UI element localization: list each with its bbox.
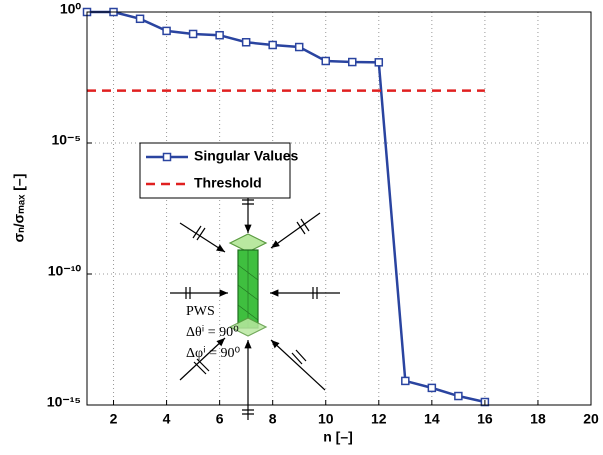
x-tick-label: 14 xyxy=(424,411,440,427)
x-tick-label: 6 xyxy=(216,411,224,427)
marker xyxy=(374,58,384,67)
x-tick-label: 8 xyxy=(269,411,277,427)
illustration xyxy=(170,190,340,420)
marker xyxy=(454,391,463,401)
x-tick-label: 18 xyxy=(530,411,546,427)
marker xyxy=(294,42,304,52)
marker xyxy=(215,30,224,40)
marker xyxy=(321,56,330,66)
y-axis-label: σₙ/σₘₐₓ [–] xyxy=(11,174,27,243)
x-axis-label: n [–] xyxy=(323,429,353,445)
x-tick-label: 2 xyxy=(110,411,118,427)
legend-label: Singular Values xyxy=(194,148,298,164)
plot-frame xyxy=(86,11,592,406)
marker xyxy=(427,383,437,393)
annotation: Δθⁱ = 90⁰ xyxy=(186,325,239,340)
x-tick-label: 4 xyxy=(163,411,171,427)
x-tick-label: 12 xyxy=(371,411,387,427)
annotation: PWS xyxy=(186,304,215,319)
y-tick-label: 10⁻¹⁵ xyxy=(47,394,81,410)
x-tick-label: 16 xyxy=(477,411,493,427)
plot-area xyxy=(87,12,591,405)
marker xyxy=(241,38,251,47)
marker xyxy=(188,29,198,39)
marker xyxy=(401,376,410,386)
y-tick-label: 10⁻¹⁰ xyxy=(48,263,82,279)
y-tick-label: 10⁻⁵ xyxy=(51,132,81,148)
legend-label: Threshold xyxy=(194,175,262,191)
marker xyxy=(135,14,145,24)
marker xyxy=(162,26,171,36)
x-tick-label: 10 xyxy=(318,411,334,427)
legend-box xyxy=(139,142,291,199)
annotation: Δφⁱ = 90⁰ xyxy=(186,346,240,361)
marker xyxy=(268,40,277,50)
legend: Singular Values Threshold xyxy=(139,142,298,199)
series-line xyxy=(87,10,486,404)
x-tick-label: 20 xyxy=(583,411,599,427)
series-layer xyxy=(82,7,490,407)
marker xyxy=(348,57,357,67)
y-tick-label: 10⁰ xyxy=(60,1,82,17)
legend-marker xyxy=(162,152,172,162)
